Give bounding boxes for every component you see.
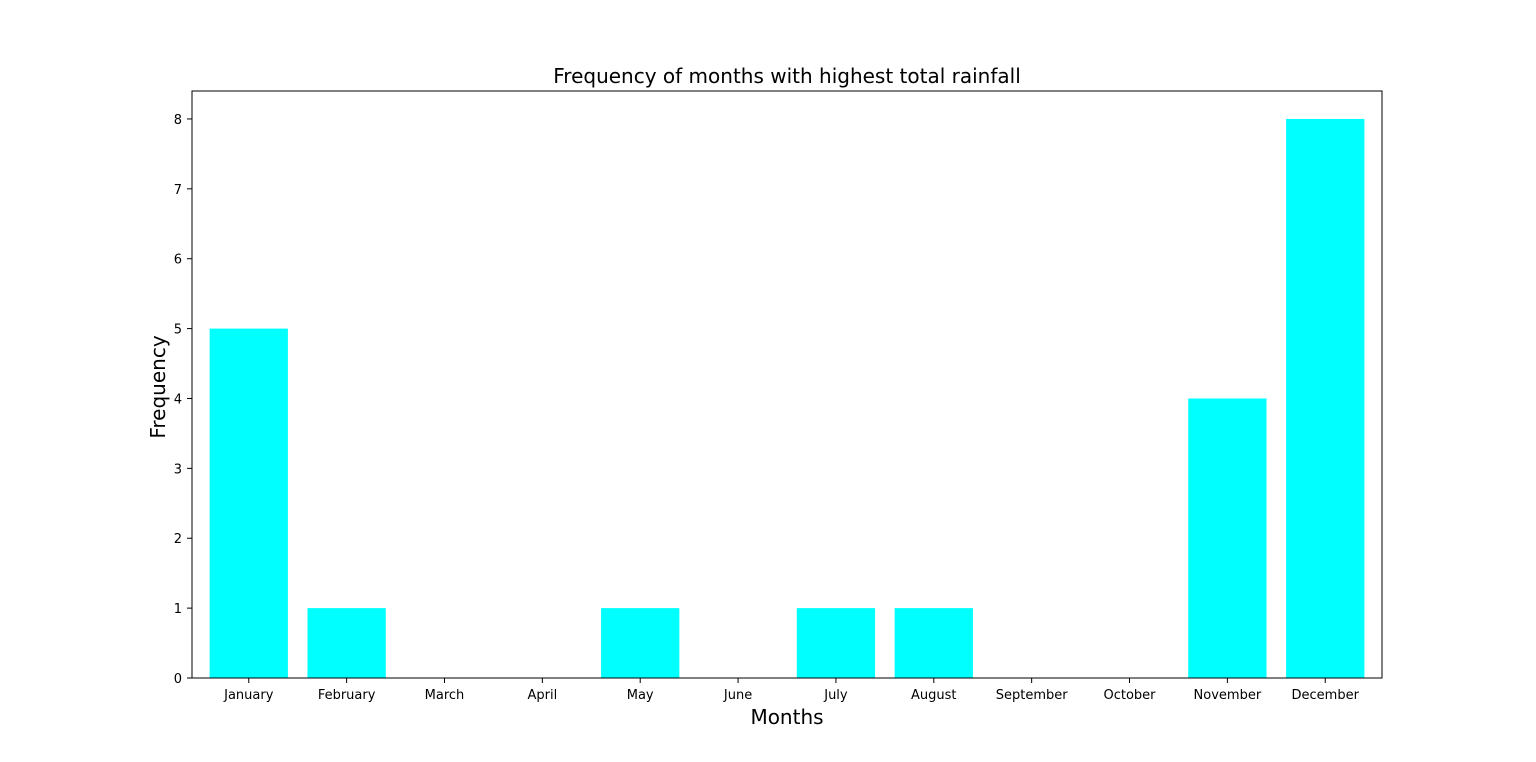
y-tick-label: 4 [174, 392, 182, 407]
x-tick-label-february: February [318, 688, 376, 703]
bar-december [1286, 118, 1365, 678]
x-tick-label-june: June [723, 688, 752, 703]
bar-july [796, 608, 876, 678]
bar-november [1188, 398, 1267, 678]
bar-february [307, 608, 386, 678]
x-tick-label-may: May [627, 688, 654, 703]
y-axis-ticks: 0 1 2 3 4 5 6 7 8 [174, 113, 192, 687]
bar-may [601, 608, 680, 678]
chart-title: Frequency of months with highest total r… [553, 64, 1021, 88]
y-tick-label: 0 [174, 672, 182, 687]
bars-group [209, 118, 1365, 678]
x-tick-label-september: September [996, 688, 1069, 703]
y-tick-label: 1 [174, 602, 182, 617]
x-tick-label-december: December [1292, 688, 1360, 703]
y-tick-label: 2 [174, 532, 182, 547]
x-tick-label-october: October [1104, 688, 1157, 703]
bar-august [894, 608, 973, 678]
x-tick-label-july: July [823, 688, 848, 703]
bar-january [209, 328, 288, 678]
y-tick-label: 3 [174, 462, 182, 477]
y-tick-label: 5 [174, 323, 182, 338]
x-axis-ticks: January February March April May June July Augu… [223, 678, 1360, 703]
x-tick-label-august: August [911, 688, 957, 703]
y-tick-label: 8 [174, 113, 182, 128]
y-axis-label: Frequency [146, 335, 170, 438]
x-tick-label-january: January [223, 688, 274, 703]
y-tick-label: 7 [174, 183, 182, 198]
x-tick-label-november: November [1194, 688, 1262, 703]
plot-area-frame [191, 90, 1383, 679]
x-axis-label: Months [750, 705, 823, 729]
x-tick-label-march: March [425, 688, 465, 703]
y-tick-label: 6 [174, 253, 182, 268]
x-tick-label-april: April [527, 688, 557, 703]
